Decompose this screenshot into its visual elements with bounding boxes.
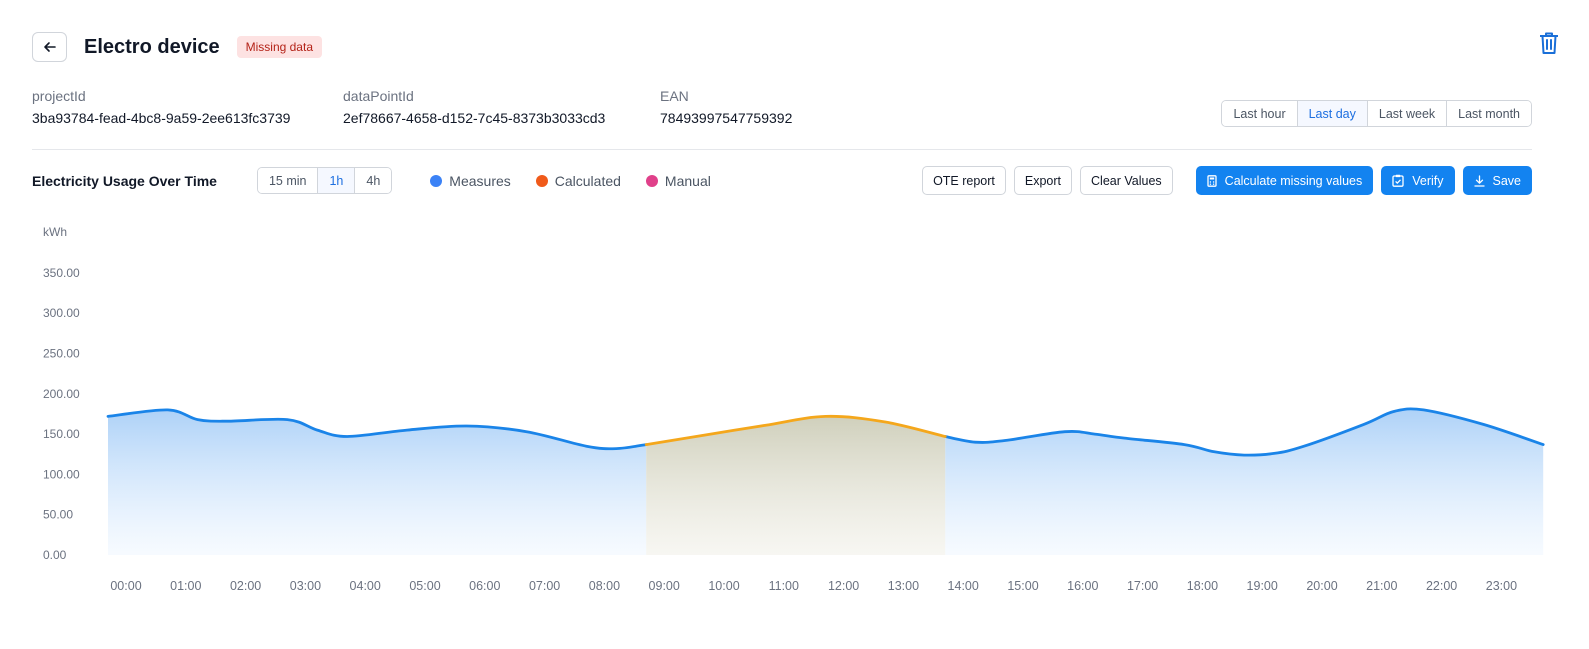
legend-dot xyxy=(645,174,658,187)
y-tick-label: 0.00 xyxy=(43,548,67,562)
y-tick-label: 350.00 xyxy=(43,266,80,280)
calculator-icon xyxy=(1207,174,1217,187)
calculate-missing-values-button[interactable]: Calculate missing values xyxy=(1195,166,1374,195)
legend-label: Manual xyxy=(664,172,711,189)
x-tick-label: 04:00 xyxy=(350,579,381,593)
x-tick-label: 06:00 xyxy=(469,579,500,593)
usage-chart: kWh 0.00 50.00 100.00 150.00 200.00 250.00 300… xyxy=(43,225,1545,593)
legend-dot xyxy=(535,174,548,187)
x-tick-label: 09:00 xyxy=(649,579,680,593)
x-tick-label: 11:00 xyxy=(769,579,799,593)
range-last-month[interactable]: Last month xyxy=(1447,101,1531,126)
x-tick-label: 01:00 xyxy=(170,579,201,593)
export-button[interactable]: Export xyxy=(1013,166,1073,195)
measures-area xyxy=(945,408,1544,555)
time-range-selector: Last hour Last day Last week Last month xyxy=(1221,100,1532,127)
legend-manual[interactable]: Manual xyxy=(645,172,711,189)
meta-label: dataPointId xyxy=(343,88,414,104)
y-tick-label: 250.00 xyxy=(43,347,80,361)
x-tick-label: 16:00 xyxy=(1067,579,1098,593)
x-tick-label: 13:00 xyxy=(888,579,919,593)
range-last-hour[interactable]: Last hour xyxy=(1222,101,1298,126)
device-meta: projectId 3ba93784-fead-4bc8-9a59-2ee613… xyxy=(32,87,792,127)
clear-values-button[interactable]: Clear Values xyxy=(1080,166,1173,195)
x-tick-label: 12:00 xyxy=(828,579,859,593)
x-tick-label: 00:00 xyxy=(110,579,141,593)
meta-ean: EAN 78493997547759392 xyxy=(660,87,792,127)
meta-data-point-id: dataPointId 2ef78667-4658-d152-7c45-8373… xyxy=(343,87,660,127)
meta-value: 2ef78667-4658-d152-7c45-8373b3033cd3 xyxy=(343,110,606,126)
legend-dot xyxy=(430,174,443,187)
save-button[interactable]: Save xyxy=(1462,166,1532,195)
calculated-area xyxy=(646,416,946,555)
x-tick-label: 22:00 xyxy=(1426,579,1457,593)
granularity-1h[interactable]: 1h xyxy=(318,168,356,193)
range-last-day[interactable]: Last day xyxy=(1297,101,1368,126)
measures-line[interactable] xyxy=(106,408,648,451)
x-tick-label: 10:00 xyxy=(708,579,739,593)
divider xyxy=(32,149,1532,150)
clipboard-check-icon xyxy=(1392,174,1404,187)
calculated-line[interactable] xyxy=(644,414,947,446)
chart-title: Electricity Usage Over Time xyxy=(32,172,217,189)
meta-label: projectId xyxy=(32,88,86,104)
x-tick-label: 21:00 xyxy=(1366,579,1397,593)
legend-measures[interactable]: Measures xyxy=(430,172,511,189)
y-unit-label: kWh xyxy=(43,225,67,239)
chart-toolbar: Electricity Usage Over Time 15 min 1h 4h… xyxy=(32,166,1532,195)
button-label: Save xyxy=(1492,173,1522,188)
x-tick-label: 02:00 xyxy=(230,579,261,593)
granularity-15min[interactable]: 15 min xyxy=(257,168,319,193)
button-label: Calculate missing values xyxy=(1224,173,1363,188)
x-tick-label: 07:00 xyxy=(529,579,560,593)
legend-calculated[interactable]: Calculated xyxy=(535,172,621,189)
measures-line[interactable] xyxy=(943,407,1545,457)
y-tick-label: 100.00 xyxy=(43,467,80,481)
back-button[interactable] xyxy=(32,32,67,62)
legend-label: Measures xyxy=(449,172,511,189)
granularity-selector: 15 min 1h 4h xyxy=(256,167,393,194)
legend-label: Calculated xyxy=(554,172,621,189)
x-tick-label: 19:00 xyxy=(1247,579,1278,593)
meta-label: EAN xyxy=(660,88,689,104)
chart-actions: OTE report Export Clear Values Calculate… xyxy=(914,166,1532,195)
download-icon xyxy=(1473,174,1485,187)
meta-value: 3ba93784-fead-4bc8-9a59-2ee613fc3739 xyxy=(32,110,291,126)
arrow-left-icon xyxy=(43,42,56,52)
verify-button[interactable]: Verify xyxy=(1381,166,1455,195)
range-last-week[interactable]: Last week xyxy=(1367,101,1448,126)
y-tick-label: 300.00 xyxy=(43,306,80,320)
y-tick-label: 200.00 xyxy=(43,387,80,401)
x-tick-label: 18:00 xyxy=(1187,579,1218,593)
y-tick-label: 50.00 xyxy=(43,508,73,522)
y-tick-label: 150.00 xyxy=(43,427,80,441)
meta-value: 78493997547759392 xyxy=(660,110,793,126)
x-tick-label: 17:00 xyxy=(1127,579,1158,593)
x-tick-label: 15:00 xyxy=(1007,579,1038,593)
x-tick-label: 08:00 xyxy=(589,579,620,593)
page-title: Electro device xyxy=(84,35,220,58)
x-tick-label: 05:00 xyxy=(409,579,440,593)
x-tick-label: 03:00 xyxy=(290,579,321,593)
meta-project-id: projectId 3ba93784-fead-4bc8-9a59-2ee613… xyxy=(32,87,343,127)
status-badge: Missing data xyxy=(236,36,322,58)
x-tick-label: 23:00 xyxy=(1486,579,1517,593)
button-label: Verify xyxy=(1412,173,1444,188)
granularity-4h[interactable]: 4h xyxy=(355,168,392,193)
trash-icon[interactable] xyxy=(1537,30,1561,56)
page-header: Electro device Missing data xyxy=(32,30,1561,64)
measures-area xyxy=(108,409,647,555)
chart-legend: Measures Calculated Manual xyxy=(430,173,736,189)
x-tick-label: 14:00 xyxy=(948,579,979,593)
ote-report-button[interactable]: OTE report xyxy=(922,166,1006,195)
x-tick-label: 20:00 xyxy=(1306,579,1337,593)
